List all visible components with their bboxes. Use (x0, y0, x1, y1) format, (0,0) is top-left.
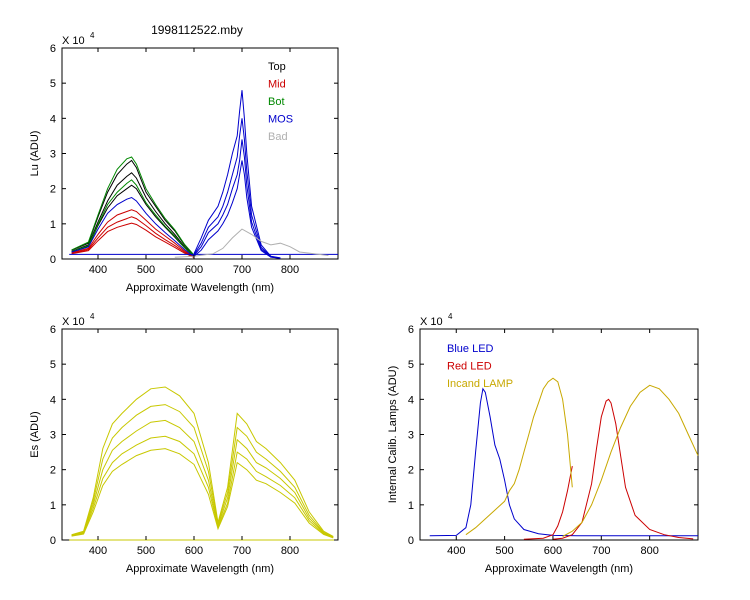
lu-y-tick-label: 0 (50, 254, 56, 266)
lu-series-line (71, 156, 195, 256)
lu-series-line (71, 184, 195, 257)
lu-series-line (193, 90, 281, 259)
es-chart: 400 500 600 700 800 0 1 2 3 4 5 6 X 10 4 Approximate W… (29, 312, 339, 575)
lu-x-tick-label: 500 (137, 264, 155, 276)
lu-y-axis-label: Lu (ADU) (29, 131, 41, 177)
es-y-tick-label: 1 (50, 500, 56, 512)
es-x-tick-label: 400 (89, 545, 107, 557)
lu-y-tick-label: 3 (50, 149, 56, 161)
lamps-y-tick-label: 2 (408, 465, 414, 477)
lu-x-tick-label: 700 (233, 264, 251, 276)
lu-x-tick-label: 400 (89, 264, 107, 276)
es-x-axis-label: Approximate Wavelength (nm) (126, 563, 274, 575)
lamps-chart: 400 500 600 700 800 0 1 2 3 4 5 6 X 10 4 Approximate W… (387, 312, 699, 575)
lu-series-line (71, 216, 195, 258)
es-multiplier-exponent: 4 (90, 312, 95, 321)
lu-x-tick-label: 600 (185, 264, 203, 276)
lamps-x-axis-label: Approximate Wavelength (nm) (485, 563, 633, 575)
lu-series-line (193, 118, 281, 259)
lamps-x-tick-label: 500 (495, 545, 513, 557)
lu-multiplier: X 10 (62, 35, 85, 47)
lu-legend-entry: Bad (268, 131, 288, 143)
lu-series-line (71, 196, 195, 257)
lu-series-line (71, 179, 195, 257)
lu-y-tick-label: 5 (50, 78, 56, 90)
lu-legend-entry: Bot (268, 96, 285, 108)
figure-title: 1998112522.mby (151, 23, 243, 37)
lu-legend-entry: MOS (268, 114, 293, 126)
lu-x-tick-label: 800 (281, 264, 299, 276)
lu-series-line (71, 159, 195, 256)
lu-series-line (193, 160, 281, 259)
es-series-line (71, 448, 334, 539)
es-series-line (71, 404, 334, 538)
lu-y-tick-label: 6 (50, 43, 56, 55)
es-x-tick-label: 700 (233, 545, 251, 557)
lamps-multiplier: X 10 (420, 316, 443, 328)
lamps-x-tick-label: 400 (447, 545, 465, 557)
lamps-y-tick-label: 5 (408, 359, 414, 371)
lamps-y-axis-label: Internal Calib. Lamps (ADU) (387, 366, 399, 504)
lu-legend-entry: Top (268, 61, 286, 73)
lamps-series-line (523, 466, 573, 540)
es-x-tick-label: 600 (185, 545, 203, 557)
lu-legend-entry: Mid (268, 79, 286, 91)
lu-series-line (193, 139, 281, 259)
lu-x-axis-label: Approximate Wavelength (nm) (126, 282, 274, 294)
lamps-legend-entry: Incand LAMP (447, 378, 513, 390)
lu-series-line (71, 209, 195, 258)
lamps-series-line (465, 377, 573, 536)
es-series-line (71, 386, 334, 537)
es-x-tick-label: 800 (281, 545, 299, 557)
lu-y-tick-label: 4 (50, 113, 56, 125)
lamps-plot-frame (419, 328, 699, 541)
lamps-y-tick-label: 3 (408, 430, 414, 442)
lamps-y-tick-label: 6 (408, 324, 414, 336)
lu-chart: 400 500 600 700 800 0 1 2 3 4 5 6 X 10 4 Approximate W… (29, 31, 339, 294)
lu-y-tick-label: 1 (50, 219, 56, 231)
lamps-legend-entry: Red LED (447, 361, 492, 373)
lamps-x-tick-label: 800 (640, 545, 658, 557)
lamps-x-tick-label: 700 (592, 545, 610, 557)
lamps-x-tick-label: 600 (544, 545, 562, 557)
es-series-line (71, 419, 334, 538)
es-y-tick-label: 3 (50, 430, 56, 442)
es-y-tick-label: 4 (50, 394, 56, 406)
lu-plot-frame (61, 47, 339, 260)
lamps-series-line (562, 384, 699, 537)
lu-y-tick-label: 2 (50, 184, 56, 196)
lu-multiplier-exponent: 4 (90, 31, 95, 40)
es-y-tick-label: 2 (50, 465, 56, 477)
es-y-tick-label: 5 (50, 359, 56, 371)
es-y-tick-label: 0 (50, 535, 56, 547)
es-y-tick-label: 6 (50, 324, 56, 336)
lamps-y-tick-label: 4 (408, 394, 414, 406)
es-x-tick-label: 500 (137, 545, 155, 557)
lamps-multiplier-exponent: 4 (448, 312, 453, 321)
lamps-legend-entry: Blue LED (447, 343, 494, 355)
es-y-axis-label: Es (ADU) (29, 411, 41, 457)
lamps-series-line (429, 387, 698, 537)
lamps-y-tick-label: 0 (408, 535, 414, 547)
lu-series-line (71, 222, 195, 258)
es-multiplier: X 10 (62, 316, 85, 328)
lu-series-line (71, 172, 195, 257)
lamps-y-tick-label: 1 (408, 500, 414, 512)
es-series-line (71, 435, 334, 538)
lu-series-line (174, 228, 329, 258)
